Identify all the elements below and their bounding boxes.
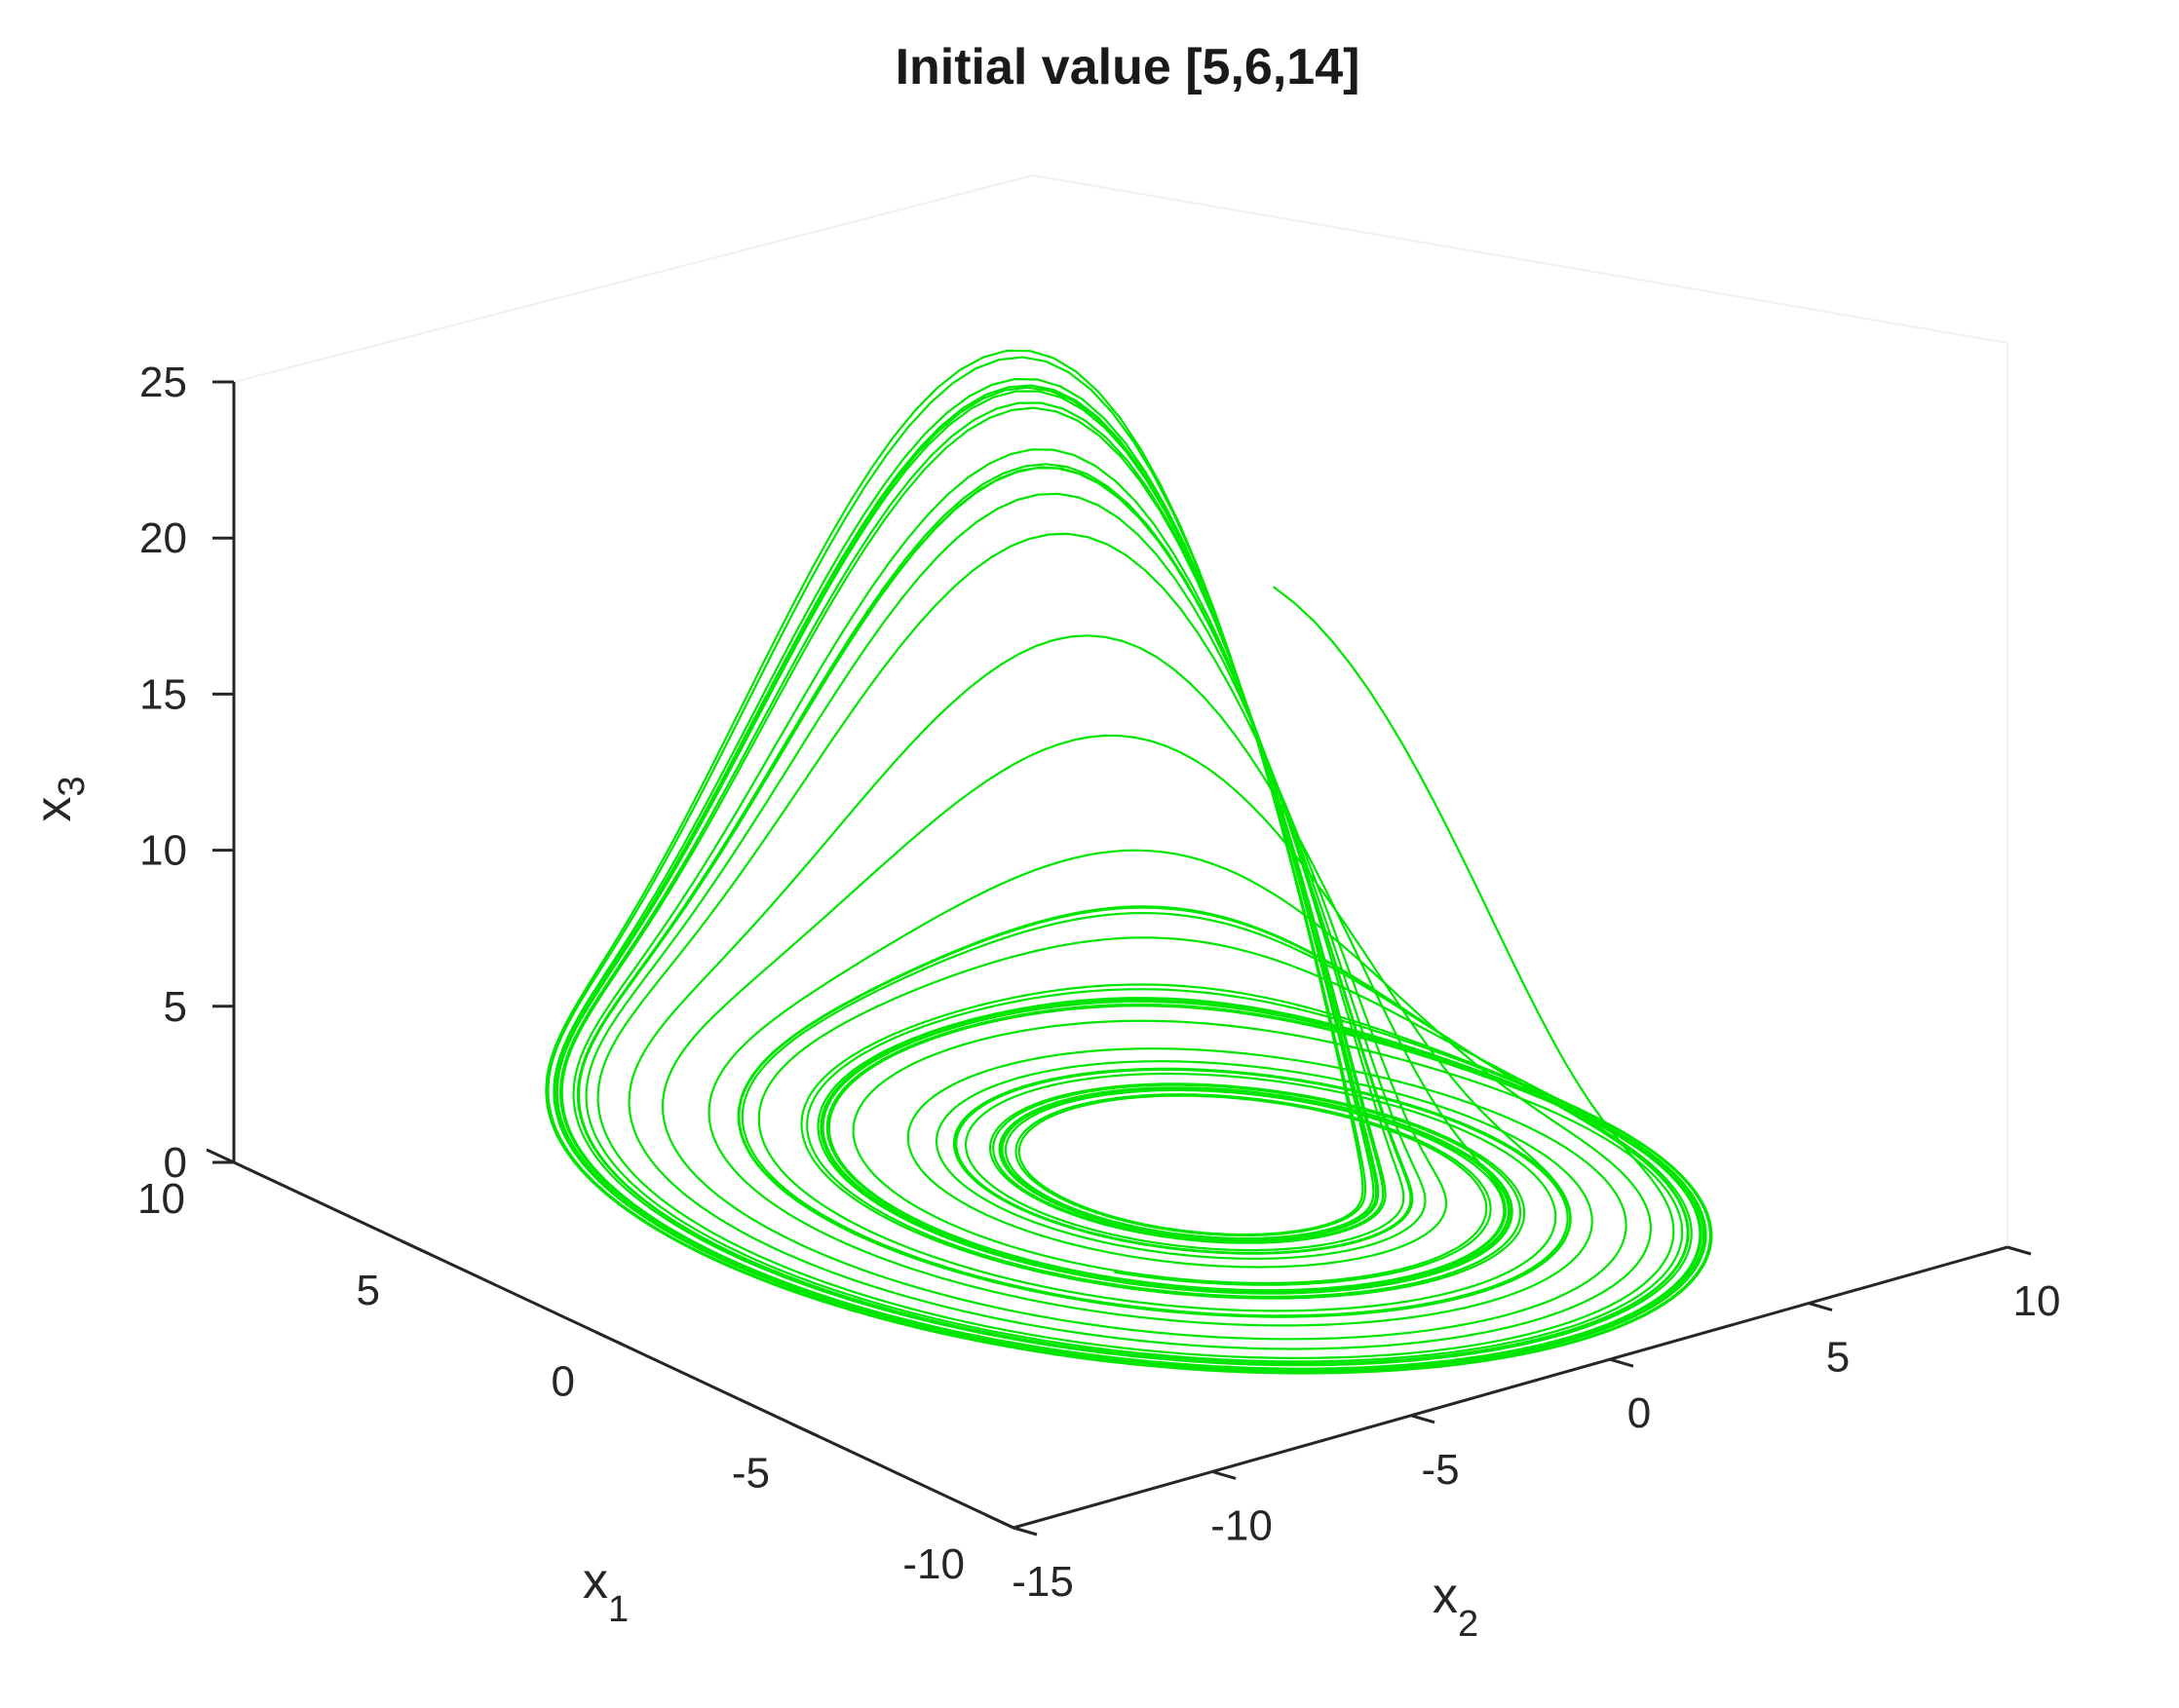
x2-tick-label: -10 — [1210, 1501, 1273, 1549]
z-tick-label: 10 — [139, 827, 187, 875]
x2-tick-label: -15 — [1012, 1558, 1074, 1606]
x2-axis-ticks: -15 -10 -5 0 5 10 — [1012, 1245, 2061, 1606]
x1-tick-mark — [206, 1148, 235, 1164]
x2-axis-label: x2 — [1433, 1568, 1478, 1645]
attractor-trajectory — [545, 349, 1713, 1375]
x2-tick-mark — [1410, 1414, 1435, 1424]
x2-tick-mark — [1609, 1357, 1634, 1368]
x1-tick-mark — [985, 1513, 1014, 1530]
z-tick-label: 20 — [139, 514, 187, 562]
x2-tick-mark — [2007, 1245, 2032, 1256]
x2-tick-label: 0 — [1627, 1389, 1651, 1437]
x1-axis: 10 5 0 -5 -10 x1 — [137, 1148, 1014, 1630]
x2-tick-mark — [1211, 1469, 1237, 1480]
z-tick-label: 15 — [139, 670, 187, 718]
z-axis: 0 5 10 15 20 25 x3 — [25, 359, 236, 1187]
x1-tick-label: -5 — [732, 1449, 770, 1497]
x2-tick-label: 5 — [1826, 1334, 1850, 1382]
chart-title: Initial value [5,6,14] — [896, 39, 1360, 95]
z-axis-label: x3 — [25, 776, 93, 821]
x2-tick-label: 10 — [2013, 1277, 2061, 1325]
x2-tick-mark — [1013, 1526, 1038, 1537]
x1-tick-label: 5 — [357, 1267, 380, 1314]
x2-tick-label: -5 — [1421, 1446, 1459, 1494]
x1-tick-mark — [595, 1331, 625, 1347]
x1-axis-label: x1 — [583, 1553, 629, 1630]
trajectory-group — [545, 349, 1713, 1375]
x1-tick-mark — [401, 1239, 430, 1256]
x1-axis-ticks: 10 5 0 -5 -10 — [137, 1148, 1014, 1588]
z-tick-label: 0 — [164, 1139, 187, 1187]
z-tick-label: 25 — [139, 359, 187, 406]
x2-tick-mark — [1808, 1302, 1833, 1312]
z-tick-label: 5 — [164, 983, 187, 1031]
x1-tick-label: 10 — [137, 1175, 185, 1223]
x1-tick-label: -10 — [902, 1540, 965, 1588]
x1-tick-mark — [790, 1422, 820, 1438]
x2-axis-line — [1013, 1245, 2008, 1530]
x2-axis: -15 -10 -5 0 5 10 x2 — [1012, 1245, 2061, 1645]
z-axis-ticks: 0 5 10 15 20 25 — [139, 359, 234, 1187]
x1-tick-label: 0 — [552, 1358, 575, 1406]
